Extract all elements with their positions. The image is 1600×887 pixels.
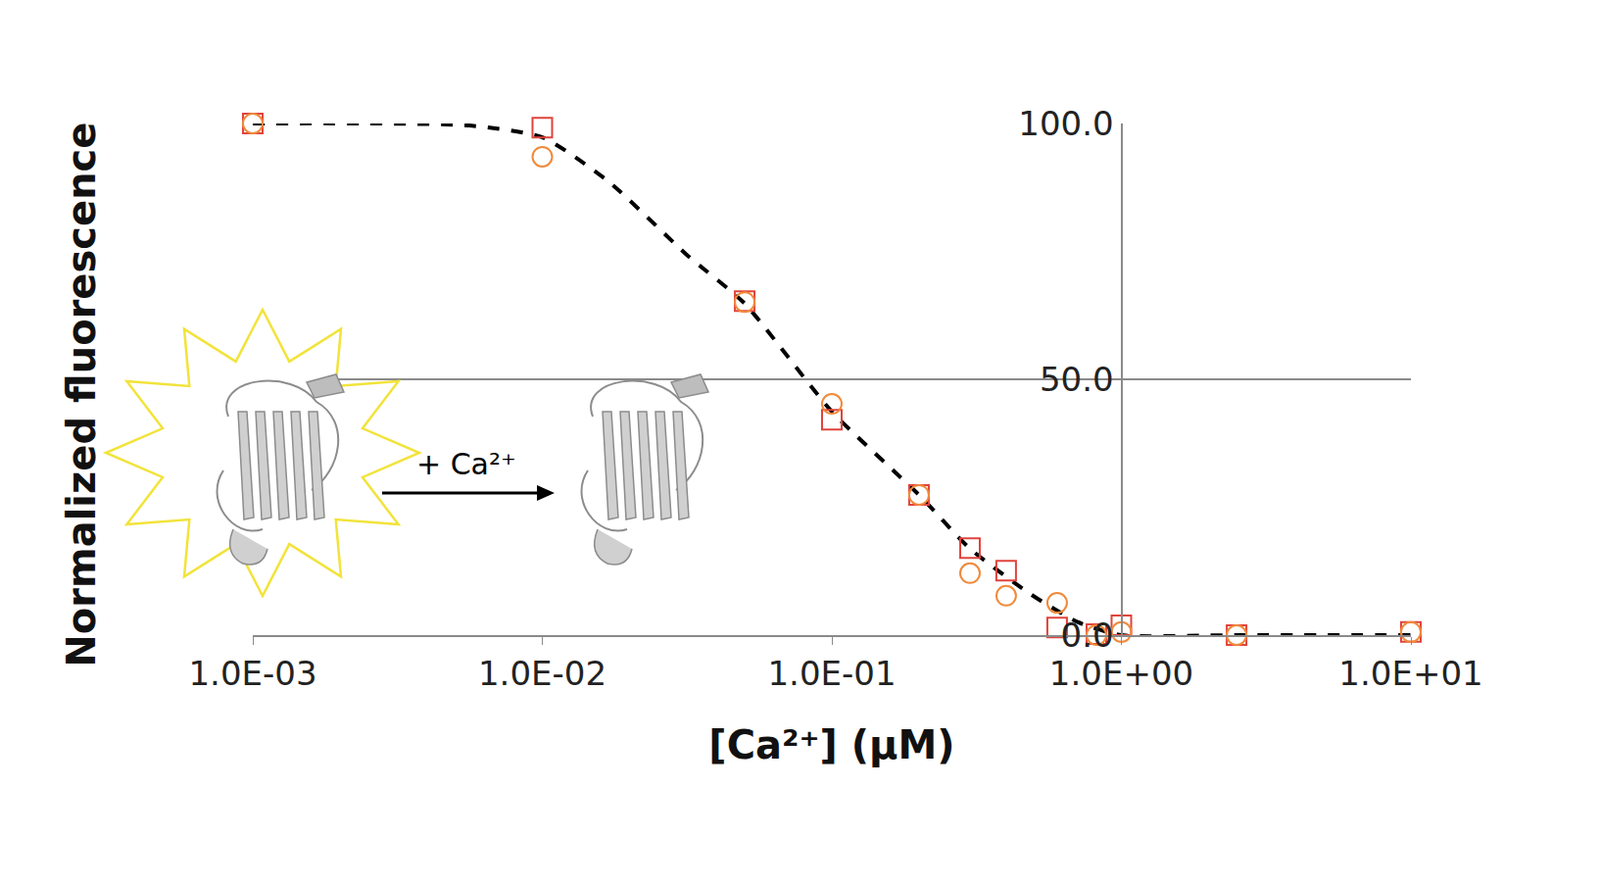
svg-text:[Ca²⁺] (μM): [Ca²⁺] (μM) [708,722,955,768]
svg-text:1.0E+00: 1.0E+00 [1049,653,1194,693]
svg-text:100.0: 100.0 [1018,103,1114,144]
svg-text:1.0E-01: 1.0E-01 [767,653,896,693]
svg-text:0.0: 0.0 [1061,615,1115,655]
svg-text:1.0E-03: 1.0E-03 [188,653,317,693]
svg-text:Normalized fluorescence: Normalized fluorescence [58,122,104,668]
svg-text:1.0E+01: 1.0E+01 [1338,653,1483,693]
svg-text:+ Ca²⁺: + Ca²⁺ [416,446,517,482]
svg-text:1.0E-02: 1.0E-02 [478,653,607,693]
svg-text:50.0: 50.0 [1039,359,1115,399]
